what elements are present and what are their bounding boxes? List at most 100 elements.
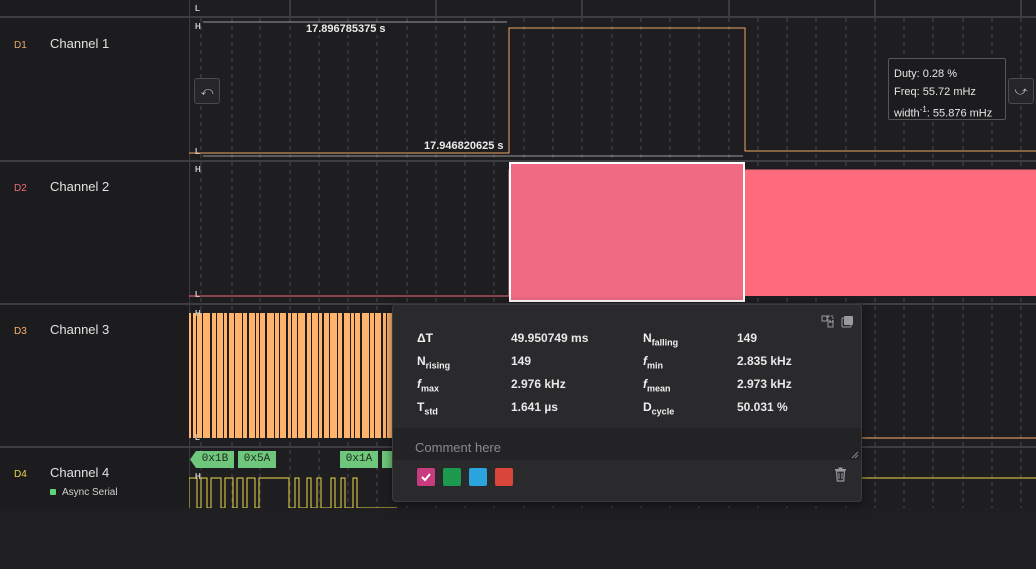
channel-3-pulse-gap <box>369 313 370 438</box>
level-label-high: H <box>195 472 201 481</box>
channel-3-pulse-gap <box>242 313 243 438</box>
decoded-byte[interactable]: 0x1A <box>340 451 378 468</box>
stat-dt-label: ΔT <box>417 331 433 345</box>
tooltip-freq: Freq: 55.72 mHz <box>894 86 976 98</box>
channel-3-name[interactable]: Channel 3 <box>50 322 110 337</box>
level-label-high: H <box>195 309 201 318</box>
decoded-byte[interactable]: 0x1B <box>196 451 234 468</box>
channel-3-pulse-gap <box>311 313 312 438</box>
stat-tstd-value: 1.641 µs <box>511 400 558 414</box>
decoded-byte-partial[interactable] <box>382 451 394 468</box>
channel-3-pulse-gap <box>291 313 292 438</box>
tooltip-width-prefix: width <box>894 107 920 120</box>
channel-4-tag: D4 <box>14 469 27 480</box>
channel-3-pulse-gap <box>322 313 324 438</box>
channel-3-pulse-gap <box>354 313 355 438</box>
channel-3-pulse-gap <box>305 313 307 438</box>
channel-3-pulse-gap <box>342 313 344 438</box>
channel-3-pulse-gap <box>255 313 256 438</box>
level-label-low: L <box>195 290 200 299</box>
channel-3-pulse-gap <box>386 313 387 438</box>
tooltip-width-suffix: : 55.876 mHz <box>926 107 993 120</box>
channel-3-pulse-gap <box>337 313 338 438</box>
channel-row-1[interactable]: D1 Channel 1 <box>0 0 189 140</box>
channel-label-panel <box>0 0 189 508</box>
tooltip-width-sup: -1 <box>919 105 927 114</box>
measurement-tooltip: Duty: 0.28 % Freq: 55.72 mHz width-1: 55… <box>888 58 1006 120</box>
channel-row-3[interactable]: D3 Channel 3 <box>0 286 189 426</box>
channel-3-pulse-gap <box>227 313 229 438</box>
level-label-low: L <box>195 433 200 442</box>
stat-tstd-label: Tstd <box>417 400 438 417</box>
channel-row-2[interactable]: D2 Channel 2 <box>0 143 189 283</box>
channel-3-pulse-gap <box>279 313 280 438</box>
channel-3-pulse-gap <box>265 313 267 438</box>
pin-icon[interactable] <box>821 315 834 331</box>
trash-icon[interactable] <box>834 467 847 485</box>
channel-3-pulse-gap <box>286 313 288 438</box>
channel-3-pulse-gap <box>223 313 224 438</box>
check-icon <box>421 473 431 482</box>
channel-3-pulse-gap <box>216 313 217 438</box>
row-separator <box>0 160 1036 162</box>
stat-dcycle-label: Dcycle <box>643 400 675 417</box>
channel-row-4[interactable]: D4 Channel 4 Async Serial <box>0 429 189 569</box>
channel-3-pulse-gap <box>191 313 193 438</box>
channel-3-pulse-gap <box>329 313 330 438</box>
channel-3-pulse-gap <box>360 313 362 438</box>
channel-3-pulse-gap <box>274 313 275 438</box>
color-swatch-green[interactable] <box>443 468 461 486</box>
color-swatch-red[interactable] <box>495 468 513 486</box>
channel-3-pulse-gap <box>350 313 351 438</box>
resize-handle-icon[interactable] <box>851 451 859 459</box>
channel-3-pulse-gap <box>259 313 260 438</box>
color-swatch-blue[interactable] <box>469 468 487 486</box>
channel-1-name[interactable]: Channel 1 <box>50 36 110 51</box>
stat-fmin-label: fmin <box>643 354 664 371</box>
channel-4-trace <box>189 477 397 508</box>
channel-3-tag: D3 <box>14 326 27 337</box>
stat-fmax-label: fmax <box>417 377 440 394</box>
timeline-top-separator <box>0 16 1036 18</box>
analyzer-label[interactable]: Async Serial <box>50 487 118 498</box>
stat-n-falling-value: 149 <box>737 331 758 345</box>
channel-2-name[interactable]: Channel 2 <box>50 179 110 194</box>
color-swatch-selected[interactable] <box>417 468 435 486</box>
channel-1-trace <box>189 27 1036 154</box>
comment-input[interactable] <box>415 438 815 456</box>
measurement-popup[interactable]: ΔT 49.950749 ms Nfalling 149 Nrising 149… <box>392 304 862 502</box>
channel-3-pulse-gap <box>234 313 235 438</box>
decoded-byte[interactable]: 0x5A <box>238 451 276 468</box>
selection-region <box>509 162 745 302</box>
stat-dt-value: 49.950749 ms <box>511 331 589 345</box>
level-label-low: L <box>195 147 200 156</box>
stat-fmin-value: 2.835 kHz <box>737 354 792 368</box>
channel-3-pulse-gap <box>210 313 212 438</box>
tooltip-width: width-1: 55.876 mHz <box>894 101 1000 123</box>
channel-4-name[interactable]: Channel 4 <box>50 465 110 480</box>
falling-edge-nav-icon[interactable]: ⤺ <box>194 78 220 104</box>
stat-fmax-value: 2.976 kHz <box>511 377 566 391</box>
decode-start-marker <box>190 451 196 468</box>
analyzer-color-dot <box>50 489 56 496</box>
channel-3-pulse-gap <box>196 313 197 438</box>
stat-n-falling-label: Nfalling <box>643 331 679 348</box>
measurement-label-bottom: 17.946820625 s <box>421 140 507 152</box>
channel-3-pulse-gap <box>374 313 375 438</box>
channel-3-pulse-gap <box>318 313 319 438</box>
level-label-high: H <box>195 165 201 174</box>
rising-edge-nav-icon[interactable]: ⤻ <box>1008 78 1034 104</box>
level-label-low: L <box>195 4 200 13</box>
stat-fmean-label: fmean <box>643 377 671 394</box>
channel-2-high-region <box>745 170 1036 296</box>
stat-n-rising-value: 149 <box>511 354 532 368</box>
measurement-label-top: 17.896785375 s <box>303 23 389 35</box>
channel-3-pulse-gap <box>297 313 298 438</box>
analyzer-name: Async Serial <box>62 487 118 498</box>
level-label-high: H <box>195 22 201 31</box>
channel-3-pulse-gap <box>381 313 383 438</box>
channel-2-tag: D2 <box>14 183 27 194</box>
copy-icon[interactable] <box>841 315 854 331</box>
stat-fmean-value: 2.973 kHz <box>737 377 792 391</box>
tooltip-duty: Duty: 0.28 % <box>894 68 957 80</box>
